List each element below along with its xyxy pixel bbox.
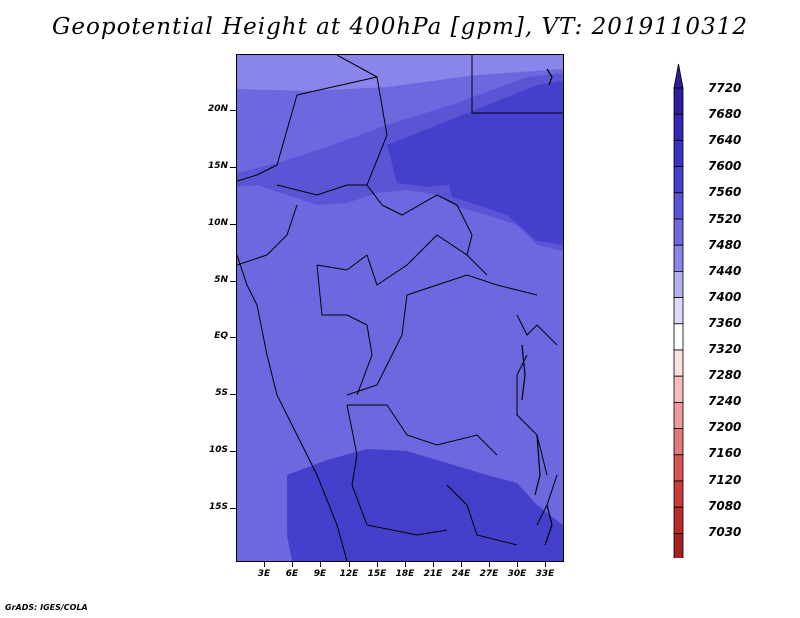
colorbar-box xyxy=(673,297,684,325)
y-tick-label: 10S xyxy=(208,445,228,455)
colorbar-label: 7640 xyxy=(708,133,742,148)
y-tick-mark xyxy=(230,394,236,395)
x-tick-mark xyxy=(264,562,265,567)
colorbar-box xyxy=(673,218,684,246)
x-tick-mark xyxy=(517,562,518,567)
colorbar-label: 7600 xyxy=(708,159,742,174)
x-tick-mark xyxy=(489,562,490,567)
x-tick-mark xyxy=(405,562,406,567)
map-panel xyxy=(236,54,564,562)
x-tick-label: 12E xyxy=(339,569,359,579)
colorbar-label: 7080 xyxy=(708,498,742,513)
colorbar-label: 7480 xyxy=(708,237,742,252)
colorbar-label: 7320 xyxy=(708,342,742,356)
x-tick-mark xyxy=(349,562,350,567)
y-tick-mark xyxy=(230,224,236,225)
colorbar-label: 7560 xyxy=(708,185,742,200)
y-tick-mark xyxy=(230,508,236,509)
colorbar-label: 7280 xyxy=(708,368,742,383)
y-tick-mark xyxy=(230,167,236,168)
colorbar-label: 7120 xyxy=(708,472,742,487)
field-7640-south xyxy=(287,449,563,561)
x-tick-label: 9E xyxy=(313,569,327,579)
colorbar-label: 7360 xyxy=(708,315,742,330)
colorbar-box xyxy=(673,192,684,220)
field-7520-north xyxy=(237,55,563,91)
colorbar-label: 7720 xyxy=(708,81,742,95)
colorbar-label: 7520 xyxy=(708,211,742,226)
x-tick-label: 30E xyxy=(507,569,527,579)
x-tick-label: 6E xyxy=(285,569,299,579)
y-tick-label: EQ xyxy=(214,331,228,341)
y-tick-label: 5N xyxy=(214,275,228,285)
y-tick-mark xyxy=(230,110,236,111)
colorbar-label: 7200 xyxy=(708,420,742,435)
y-tick-label: 15S xyxy=(208,502,228,512)
colorbar xyxy=(673,63,684,558)
x-tick-label: 21E xyxy=(423,569,443,579)
x-tick-mark xyxy=(461,562,462,567)
y-tick-mark xyxy=(230,337,236,338)
x-tick-label: 33E xyxy=(535,569,555,579)
chart-title: Geopotential Height at 400hPa [gpm], VT:… xyxy=(52,14,748,40)
colorbar-label: 7680 xyxy=(708,107,742,122)
credit-text: GrADS: IGES/COLA xyxy=(5,603,88,612)
colorbar-box xyxy=(673,166,684,194)
x-tick-mark xyxy=(377,562,378,567)
colorbar-box xyxy=(673,244,684,272)
x-tick-mark xyxy=(545,562,546,567)
coastlines-lakes xyxy=(521,68,553,546)
x-tick-label: 18E xyxy=(395,569,415,579)
y-tick-label: 20N xyxy=(207,104,228,114)
colorbar-boxes xyxy=(673,63,684,558)
geopotential-map xyxy=(237,55,563,561)
colorbar-box xyxy=(673,532,684,558)
colorbar-top-arrow xyxy=(673,63,684,89)
colorbar-label: 7160 xyxy=(708,446,742,461)
y-tick-mark xyxy=(230,281,236,282)
colorbar-box xyxy=(673,270,684,298)
colorbar-label: 7400 xyxy=(708,289,742,304)
x-tick-mark xyxy=(433,562,434,567)
field-7640-east xyxy=(447,135,563,245)
colorbar-box xyxy=(673,375,684,403)
colorbar-box xyxy=(673,87,684,115)
colorbar-box xyxy=(673,454,684,482)
x-tick-label: 24E xyxy=(451,569,471,579)
country-borders xyxy=(237,55,563,561)
colorbar-box xyxy=(673,401,684,429)
colorbar-label: 7440 xyxy=(708,263,742,278)
y-tick-mark xyxy=(230,451,236,452)
colorbar-box xyxy=(673,113,684,141)
y-tick-label: 10N xyxy=(207,218,228,228)
y-tick-label: 15N xyxy=(207,161,228,171)
x-tick-label: 27E xyxy=(479,569,499,579)
x-tick-mark xyxy=(292,562,293,567)
colorbar-box xyxy=(673,428,684,456)
colorbar-box xyxy=(673,323,684,351)
colorbar-label: 7240 xyxy=(708,394,742,409)
colorbar-box xyxy=(673,480,684,508)
y-tick-label: 5S xyxy=(215,388,228,398)
colorbar-box xyxy=(673,349,684,377)
x-tick-label: 3E xyxy=(257,569,271,579)
x-tick-mark xyxy=(320,562,321,567)
colorbar-box xyxy=(673,140,684,168)
colorbar-label: 7030 xyxy=(708,524,742,539)
x-tick-label: 15E xyxy=(367,569,387,579)
colorbar-box xyxy=(673,506,684,534)
